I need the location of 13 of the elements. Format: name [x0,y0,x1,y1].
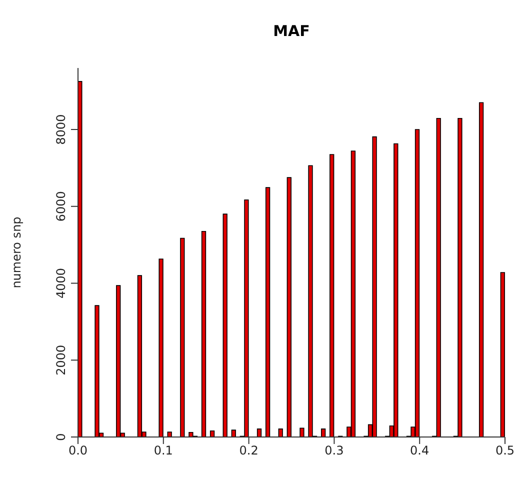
x-tick-label: 0.0 [68,444,88,458]
y-tick-label: 6000 [54,191,68,222]
x-tick-label: 0.3 [324,444,344,458]
y-tick-label: 8000 [54,114,68,145]
y-tick-label: 0 [54,433,68,441]
chart-title: MAF [273,22,310,40]
y-axis-title: numero snp [9,216,24,288]
x-tick-label: 0.2 [239,444,258,458]
y-tick-label: 4000 [54,268,68,299]
x-tick-label: 0.5 [495,444,515,458]
x-tick-label: 0.4 [410,444,430,458]
y-tick-label: 2000 [54,344,68,376]
x-tick-label: 0.1 [154,444,173,458]
